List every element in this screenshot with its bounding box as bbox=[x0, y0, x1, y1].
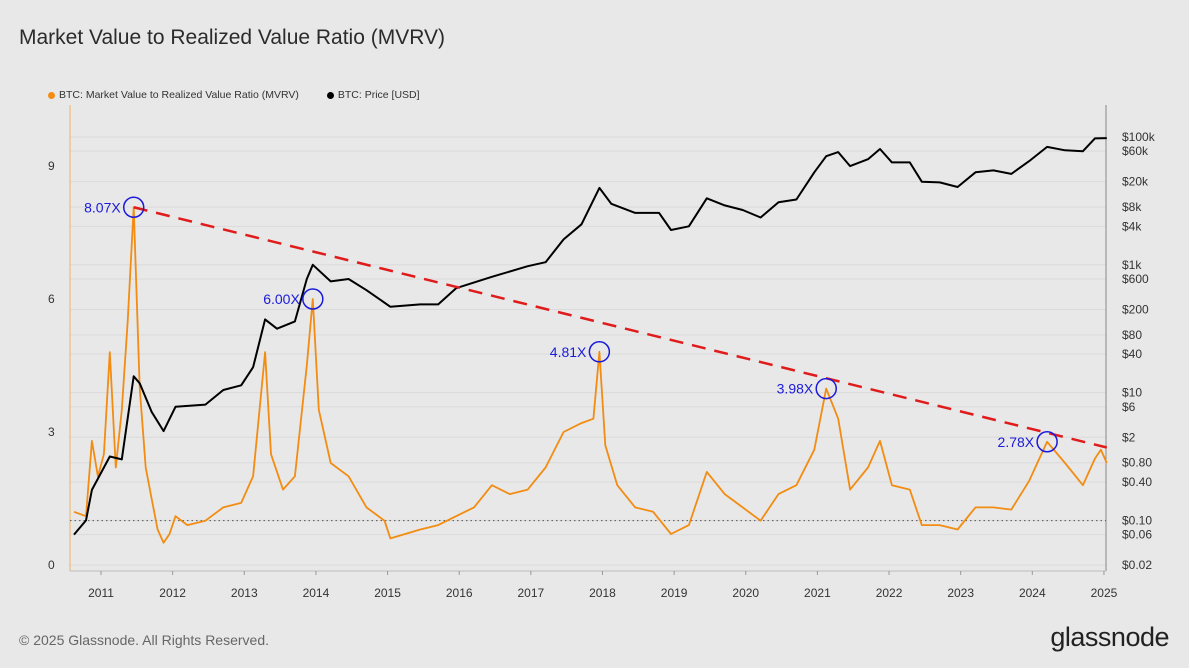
peak-annotation-label: 6.00X bbox=[263, 291, 300, 307]
right-axis-tick-label: $6 bbox=[1122, 400, 1136, 414]
left-axis-tick-label: 9 bbox=[48, 159, 55, 173]
legend-dot-price bbox=[326, 91, 334, 99]
peak-circle-marker bbox=[1036, 431, 1058, 453]
right-axis-tick-label: $2 bbox=[1122, 430, 1136, 444]
peak-annotation-label: 8.07X bbox=[84, 199, 121, 215]
left-axis-tick-label: 3 bbox=[48, 425, 55, 439]
x-axis-tick-label: 2011 bbox=[88, 586, 114, 600]
right-axis-tick-label: $80 bbox=[1122, 328, 1142, 342]
x-axis-tick-label: 2016 bbox=[446, 586, 473, 600]
right-axis-tick-label: $0.80 bbox=[1122, 456, 1152, 470]
price-line bbox=[73, 137, 1107, 536]
legend-label-price: BTC: Price [USD] bbox=[337, 89, 420, 101]
left-axis-tick-label: 0 bbox=[48, 558, 55, 572]
peak-annotation-label: 3.98X bbox=[777, 381, 814, 397]
left-axis-tick-label: 6 bbox=[48, 292, 55, 306]
right-axis-tick-label: $0.02 bbox=[1122, 558, 1152, 572]
right-axis-tick-label: $200 bbox=[1122, 302, 1149, 316]
right-axis-tick-label: $600 bbox=[1122, 272, 1149, 286]
x-axis-tick-label: 2017 bbox=[517, 586, 544, 600]
right-axis-tick-label: $10 bbox=[1122, 386, 1142, 400]
chart-title: Market Value to Realized Value Ratio (MV… bbox=[19, 26, 446, 49]
legend-item-mvrv[interactable]: BTC: Market Value to Realized Value Rati… bbox=[48, 89, 299, 101]
x-axis-tick-label: 2018 bbox=[589, 586, 616, 600]
legend-dot-mvrv bbox=[48, 91, 55, 99]
x-axis-tick-label: 2013 bbox=[231, 586, 258, 600]
peak-circle-marker bbox=[588, 341, 611, 363]
x-axis-tick-label: 2025 bbox=[1091, 586, 1118, 600]
peak-circle-marker bbox=[122, 196, 145, 219]
right-axis-tick-label: $20k bbox=[1122, 175, 1149, 189]
peak-annotation-label: 4.81X bbox=[550, 344, 587, 360]
copyright-footer: © 2025 Glassnode. All Rights Reserved. bbox=[19, 632, 270, 648]
glassnode-logo: glassnode bbox=[1050, 622, 1169, 652]
right-axis-tick-label: $0.10 bbox=[1122, 513, 1152, 527]
right-axis-tick-label: $60k bbox=[1122, 144, 1149, 158]
legend-label-mvrv: BTC: Market Value to Realized Value Rati… bbox=[59, 89, 299, 101]
peak-circle-marker bbox=[815, 377, 837, 400]
x-axis-tick-label: 2014 bbox=[303, 586, 330, 600]
x-axis-tick-label: 2015 bbox=[374, 586, 401, 600]
right-axis-tick-label: $0.40 bbox=[1122, 475, 1152, 489]
x-axis-tick-label: 2020 bbox=[732, 586, 759, 600]
x-axis-tick-label: 2022 bbox=[876, 586, 903, 600]
right-axis-tick-label: $4k bbox=[1122, 219, 1142, 233]
right-axis-tick-label: $8k bbox=[1122, 200, 1142, 214]
peak-annotation-label: 2.78X bbox=[998, 434, 1035, 450]
x-axis-tick-label: 2021 bbox=[804, 586, 831, 600]
right-axis-tick-label: $1k bbox=[1122, 258, 1142, 272]
mvrv-line bbox=[73, 206, 1108, 544]
legend-item-price[interactable]: BTC: Price [USD] bbox=[326, 89, 420, 101]
x-axis-tick-label: 2023 bbox=[947, 586, 974, 600]
legend: BTC: Market Value to Realized Value Rati… bbox=[48, 89, 420, 101]
right-axis-tick-label: $100k bbox=[1122, 130, 1156, 144]
x-axis-tick-label: 2012 bbox=[159, 586, 186, 600]
trendline bbox=[133, 206, 1108, 449]
right-axis-tick-label: $0.06 bbox=[1122, 528, 1152, 542]
right-axis-tick-label: $40 bbox=[1122, 347, 1142, 361]
peak-circle-marker bbox=[302, 288, 324, 310]
x-axis-tick-label: 2019 bbox=[661, 586, 688, 600]
x-axis-tick-label: 2024 bbox=[1019, 586, 1046, 600]
